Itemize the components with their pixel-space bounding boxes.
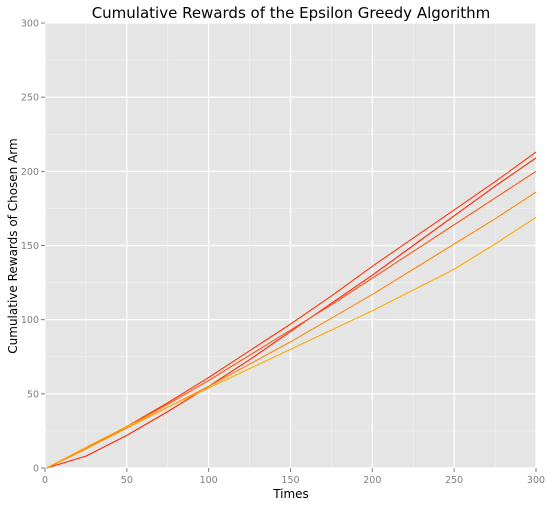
x-tick-label: 0: [42, 475, 48, 486]
x-tick-label: 100: [200, 475, 218, 486]
series-line-4: [46, 191, 537, 469]
y-axis-title: Cumulative Rewards of Chosen Arm: [6, 138, 20, 353]
x-tick-label: 200: [363, 475, 381, 486]
x-tick-label: 50: [121, 475, 133, 486]
y-tick-label: 250: [21, 93, 39, 104]
y-axis-ticks: 0 50 100 150 200 250 300: [21, 19, 45, 475]
series-line-5: [46, 216, 537, 469]
x-tick-label: 150: [281, 475, 299, 486]
y-tick-label: 150: [21, 241, 39, 252]
series-line-1: [46, 157, 537, 469]
y-tick-label: 200: [21, 167, 39, 178]
x-tick-label: 250: [445, 475, 463, 486]
x-axis-ticks: 0 50 100 150 200 250 300: [42, 468, 545, 486]
y-tick-label: 50: [27, 389, 39, 400]
chart-title: Cumulative Rewards of the Epsilon Greedy…: [92, 4, 491, 22]
x-axis-title: Times: [272, 487, 309, 501]
series-layer: [46, 151, 537, 469]
y-tick-label: 100: [21, 315, 39, 326]
y-tick-label: 300: [21, 19, 39, 30]
x-tick-label: 300: [527, 475, 545, 486]
y-tick-label: 0: [33, 464, 39, 475]
